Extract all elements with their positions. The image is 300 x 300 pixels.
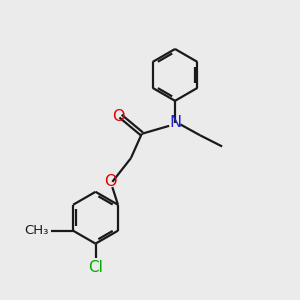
Text: O: O <box>105 174 117 189</box>
Text: N: N <box>169 116 181 130</box>
Text: CH₃: CH₃ <box>24 224 49 237</box>
Text: O: O <box>112 109 124 124</box>
Text: Cl: Cl <box>88 260 103 275</box>
